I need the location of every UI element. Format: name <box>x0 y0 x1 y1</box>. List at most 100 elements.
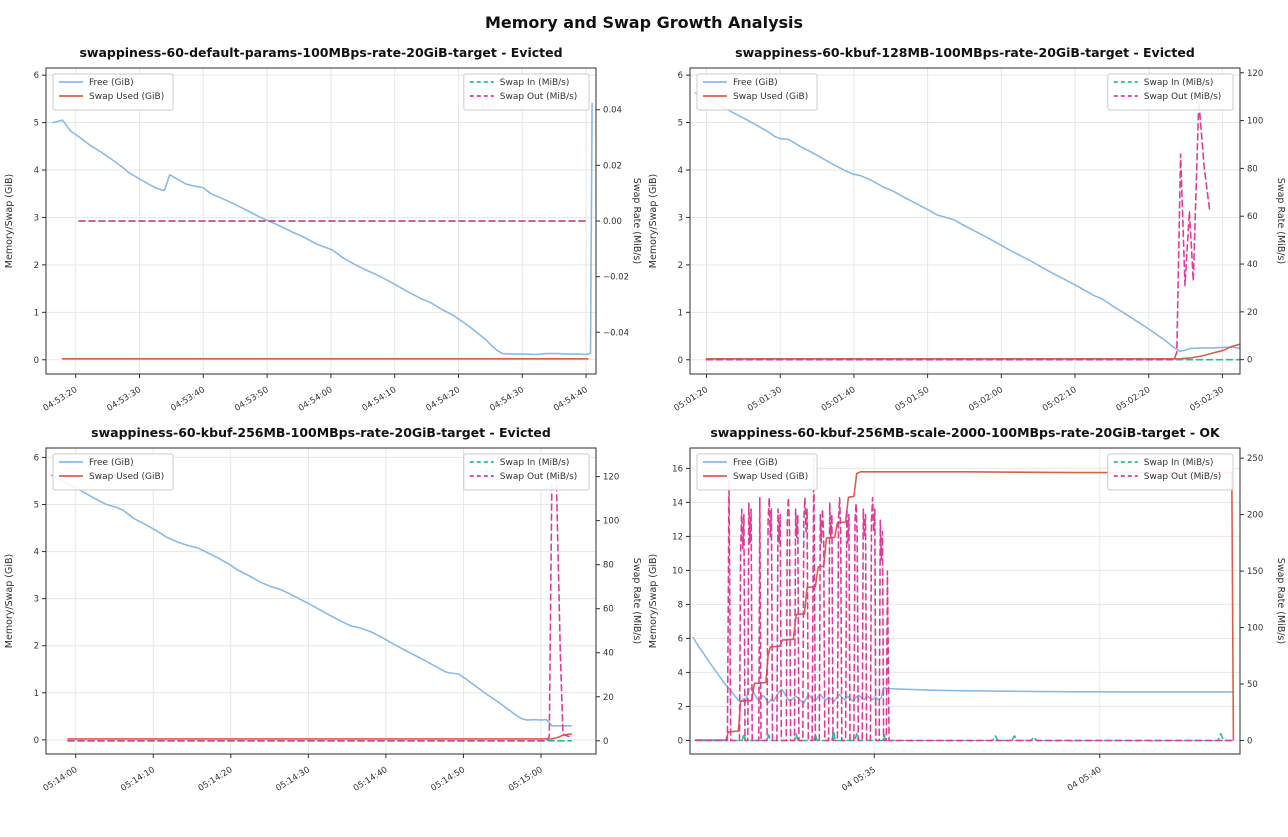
x-tick-label: 05:14:00 <box>42 765 80 794</box>
x-tick-label: 05:02:30 <box>1188 385 1226 414</box>
y-tick-label-left: 14 <box>672 498 683 508</box>
y-tick-label-left: 0 <box>34 356 39 366</box>
y-tick-label-left: 6 <box>34 453 39 463</box>
y-axis-label-right: Swap Rate (MiB/s) <box>1275 558 1286 644</box>
x-tick-label: 05:14:20 <box>197 765 235 794</box>
x-tick-label: 04:54:40 <box>552 385 590 414</box>
y-tick-label-left: 0 <box>34 736 39 746</box>
chart-canvas-bottom-left: 05:14:00 05:14:10 05:14:20 05:14:30 05:14:40… <box>4 425 642 794</box>
page-title: Memory and Swap Growth Analysis <box>484 13 804 32</box>
legend-label-swap-used: Swap Used (GiB) <box>733 92 808 102</box>
legend-left: Free (GiB) Swap Used (GiB) <box>52 453 174 491</box>
legend-right: Swap In (MiB/s) Swap Out (MiB/s) <box>1107 453 1234 491</box>
x-tick-label: 05:02:10 <box>1041 385 1079 414</box>
y-tick-label-right: 0.04 <box>603 106 622 116</box>
charts-grid: 04:53:20 04:53:30 04:53:40 04:53:50 04:54:00… <box>0 38 1288 798</box>
legend-right-box <box>1107 453 1234 491</box>
y-tick-label-left: 6 <box>678 634 683 644</box>
x-tick-label: 05:02:00 <box>967 385 1005 414</box>
series-free-line <box>50 474 573 727</box>
y-tick-label-left: 2 <box>34 261 39 271</box>
chart-canvas-top-right: 05:01:20 05:01:30 05:01:40 05:01:50 05:02:00… <box>648 45 1286 414</box>
y-tick-label-left: 4 <box>678 166 683 176</box>
y-tick-label-right: 50 <box>1247 680 1258 690</box>
legend-label-swap-out: Swap Out (MiB/s) <box>1144 472 1222 482</box>
legend-left: Free (GiB) Swap Used (GiB) <box>696 453 818 491</box>
series-free-line <box>51 102 593 356</box>
y-tick-label-right: 120 <box>603 473 619 483</box>
y-tick-label-left: 2 <box>678 261 683 271</box>
chart-title: swappiness-60-default-params-100MBps-rat… <box>79 45 562 60</box>
series-swap-used-line <box>67 733 573 740</box>
y-tick-label-right: 0 <box>1247 356 1252 366</box>
y-tick-label-left: 0 <box>678 356 683 366</box>
y-tick-label-left: 3 <box>678 213 683 223</box>
legend-label-swap-used: Swap Used (GiB) <box>89 472 164 482</box>
y-tick-label-left: 5 <box>678 119 683 129</box>
legend-label-swap-out: Swap Out (MiB/s) <box>1144 92 1222 102</box>
x-tick-label: 05:01:40 <box>820 385 858 414</box>
x-tick-label: 05:02:20 <box>1115 385 1153 414</box>
y-axis-label-left: Memory/Swap (GiB) <box>648 174 659 268</box>
y-tick-label-right: 150 <box>1247 567 1263 577</box>
y-tick-label-right: 0 <box>1247 736 1252 746</box>
series-swap-out-line <box>694 457 1236 742</box>
chart-canvas-bottom-right: 04 05:35 04 05:40 0 2 4 6 8 10 12 14 16 0 50 100 150 20… <box>648 425 1286 794</box>
y-axis-label-left: Memory/Swap (GiB) <box>4 554 15 648</box>
y-tick-label-right: 60 <box>1247 212 1258 222</box>
y-tick-label-right: 80 <box>1247 164 1258 174</box>
legend-right-box <box>1107 73 1234 111</box>
y-tick-label-left: 4 <box>34 166 39 176</box>
plot-box <box>689 67 1241 375</box>
x-tick-label: 05:14:10 <box>119 765 157 794</box>
legend-label-free: Free (GiB) <box>733 78 778 88</box>
x-tick-label: 04:53:30 <box>105 385 143 414</box>
legend-label-swap-in: Swap In (MiB/s) <box>1144 458 1214 468</box>
x-tick-label: 05:01:20 <box>672 385 710 414</box>
y-tick-label-right: 200 <box>1247 511 1263 521</box>
series-free-line <box>694 92 1241 353</box>
y-tick-label-left: 8 <box>678 600 683 610</box>
legend-left-box <box>696 453 818 491</box>
y-tick-label-right: 0.00 <box>603 217 622 227</box>
y-tick-label-right: 20 <box>1247 308 1258 318</box>
y-tick-label-left: 6 <box>678 71 683 81</box>
legend-left-box <box>52 73 174 111</box>
legend-label-swap-out: Swap Out (MiB/s) <box>500 472 578 482</box>
chart-title: swappiness-60-kbuf-256MB-100MBps-rate-20… <box>91 425 551 440</box>
x-tick-label: 04:54:10 <box>361 385 399 414</box>
y-tick-label-left: 3 <box>34 213 39 223</box>
x-tick-label: 04 05:40 <box>1066 765 1104 794</box>
y-axis-label-right: Swap Rate (MiB/s) <box>631 178 642 264</box>
legend-left-box <box>696 73 818 111</box>
y-tick-label-right: 20 <box>603 693 614 703</box>
legend-left: Free (GiB) Swap Used (GiB) <box>52 73 174 111</box>
x-tick-label: 05:15:00 <box>507 765 545 794</box>
y-tick-label-right: 60 <box>603 605 614 615</box>
y-tick-label-right: 100 <box>1247 624 1263 634</box>
x-tick-label: 04 05:35 <box>840 765 878 794</box>
y-tick-label-right: 100 <box>1247 117 1263 127</box>
subplot-bottom-left: 05:14:00 05:14:10 05:14:20 05:14:30 05:14:40… <box>0 418 644 798</box>
legend-label-swap-in: Swap In (MiB/s) <box>500 458 570 468</box>
legend-right-box <box>463 73 590 111</box>
legend-label-swap-used: Swap Used (GiB) <box>89 92 164 102</box>
y-tick-label-left: 4 <box>34 548 39 558</box>
x-tick-label: 05:14:50 <box>429 765 467 794</box>
series-swap-used-line <box>694 470 1235 741</box>
series-swap-in-line <box>700 730 1236 742</box>
legend-label-swap-in: Swap In (MiB/s) <box>500 78 570 88</box>
x-tick-label: 04:53:50 <box>233 385 271 414</box>
y-tick-label-right: 250 <box>1247 454 1263 464</box>
y-tick-label-left: 3 <box>34 595 39 605</box>
y-tick-label-left: 2 <box>34 642 39 652</box>
y-axis-label-left: Memory/Swap (GiB) <box>4 174 15 268</box>
y-tick-label-right: 80 <box>603 561 614 571</box>
plot-box <box>45 447 597 755</box>
x-tick-label: 05:01:30 <box>746 385 784 414</box>
y-axis-label-right: Swap Rate (MiB/s) <box>631 558 642 644</box>
y-tick-label-right: 120 <box>1247 69 1263 79</box>
legend-label-swap-used: Swap Used (GiB) <box>733 472 808 482</box>
x-tick-label: 04:54:30 <box>488 385 526 414</box>
x-tick-label: 05:14:30 <box>274 765 312 794</box>
